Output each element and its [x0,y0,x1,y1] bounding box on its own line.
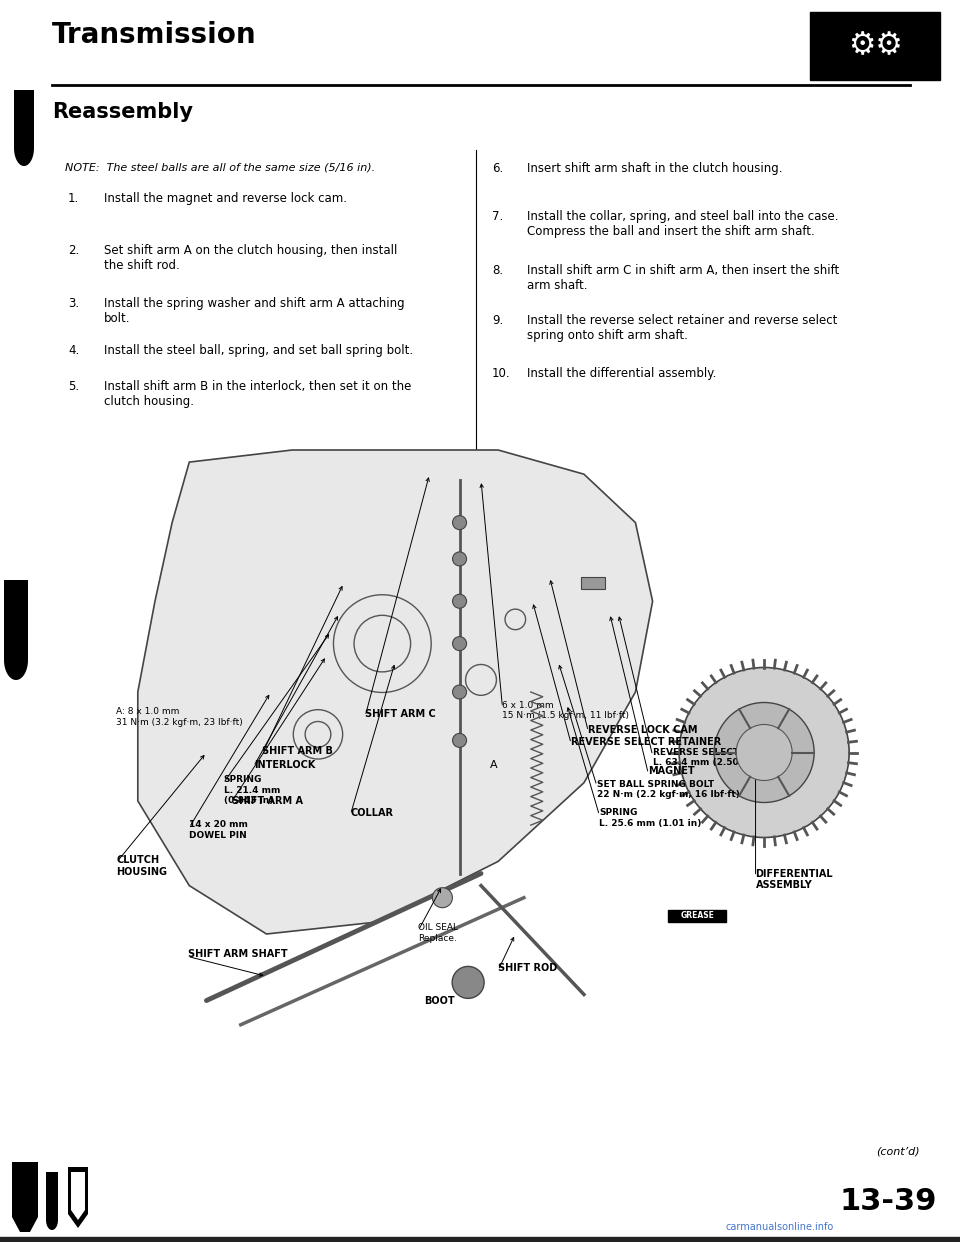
Text: Reassembly: Reassembly [52,102,193,122]
Circle shape [452,594,467,609]
Text: NOTE:  The steel balls are all of the same size (5/16 in).: NOTE: The steel balls are all of the sam… [65,161,375,171]
Text: 1.: 1. [68,193,80,205]
Text: 6 x 1.0 mm
15 N·m (1.5 kgf·m, 11 lbf·ft): 6 x 1.0 mm 15 N·m (1.5 kgf·m, 11 lbf·ft) [502,700,630,720]
Text: 9.: 9. [492,314,503,327]
Text: Install the steel ball, spring, and set ball spring bolt.: Install the steel ball, spring, and set … [104,344,413,356]
Text: REVERSE SELECT RETAINER: REVERSE SELECT RETAINER [571,738,721,748]
Polygon shape [46,1172,58,1220]
Text: BOOT: BOOT [424,996,455,1006]
Text: 7.: 7. [492,210,503,224]
Text: 14 x 20 mm
DOWEL PIN: 14 x 20 mm DOWEL PIN [189,820,248,840]
Circle shape [452,966,484,999]
Text: 13-39: 13-39 [839,1187,937,1216]
Text: REVERSE SELECT SPRING
L. 63.4 mm (2.50 in): REVERSE SELECT SPRING L. 63.4 mm (2.50 i… [653,748,780,768]
Text: Transmission: Transmission [52,21,256,48]
Text: SPRING
L. 21.4 mm
(0.843 in): SPRING L. 21.4 mm (0.843 in) [224,775,280,805]
Polygon shape [71,1172,85,1220]
Circle shape [736,724,792,780]
FancyBboxPatch shape [668,910,727,922]
Text: SHIFT ARM C: SHIFT ARM C [365,709,436,719]
Text: 4.: 4. [68,344,80,356]
Polygon shape [4,660,28,679]
Text: SHIFT ARM A: SHIFT ARM A [232,796,303,806]
Circle shape [452,733,467,748]
Circle shape [432,888,452,908]
Text: REVERSE LOCK CAM: REVERSE LOCK CAM [588,725,698,735]
Text: DIFFERENTIAL
ASSEMBLY: DIFFERENTIAL ASSEMBLY [756,868,833,891]
Circle shape [452,637,467,651]
Text: Insert shift arm shaft in the clutch housing.: Insert shift arm shaft in the clutch hou… [527,161,782,175]
Text: Install the magnet and reverse lock cam.: Install the magnet and reverse lock cam. [104,193,347,205]
FancyBboxPatch shape [581,578,605,589]
Text: A: A [490,760,497,770]
Text: Install the reverse select retainer and reverse select
spring onto shift arm sha: Install the reverse select retainer and … [527,314,837,342]
Text: Install the spring washer and shift arm A attaching
bolt.: Install the spring washer and shift arm … [104,297,404,325]
Polygon shape [14,148,34,166]
Text: SET BALL SPRING BOLT
22 N·m (2.2 kgf·m, 16 lbf·ft): SET BALL SPRING BOLT 22 N·m (2.2 kgf·m, … [597,780,740,799]
FancyBboxPatch shape [810,12,940,79]
Text: 6.: 6. [492,161,503,175]
Text: 10.: 10. [492,366,511,380]
Text: SHIFT ARM B: SHIFT ARM B [262,746,333,756]
Text: OIL SEAL
Replace.: OIL SEAL Replace. [419,923,458,943]
Polygon shape [68,1167,88,1228]
Circle shape [714,703,814,802]
Text: Set shift arm A on the clutch housing, then install
the shift rod.: Set shift arm A on the clutch housing, t… [104,243,397,272]
Polygon shape [138,450,653,934]
Circle shape [452,686,467,699]
Text: 8.: 8. [492,265,503,277]
Circle shape [452,515,467,529]
Text: GREASE: GREASE [681,912,714,920]
Text: SHIFT ROD: SHIFT ROD [498,963,558,972]
Text: COLLAR: COLLAR [350,809,394,818]
Text: SPRING
L. 25.6 mm (1.01 in): SPRING L. 25.6 mm (1.01 in) [599,809,702,827]
Polygon shape [12,1163,38,1232]
Text: Install shift arm B in the interlock, then set it on the
clutch housing.: Install shift arm B in the interlock, th… [104,380,412,409]
Text: carmanualsonline.info: carmanualsonline.info [726,1222,834,1232]
Text: A: 8 x 1.0 mm
31 N·m (3.2 kgf·m, 23 lbf·ft): A: 8 x 1.0 mm 31 N·m (3.2 kgf·m, 23 lbf·… [116,707,243,727]
Polygon shape [14,89,34,148]
Text: Install the differential assembly.: Install the differential assembly. [527,366,716,380]
Circle shape [452,551,467,566]
Text: INTERLOCK: INTERLOCK [253,760,315,770]
Text: ⚙⚙: ⚙⚙ [848,31,902,61]
Text: CLUTCH
HOUSING: CLUTCH HOUSING [116,856,167,877]
Text: Install the collar, spring, and steel ball into the case.
Compress the ball and : Install the collar, spring, and steel ba… [527,210,838,238]
Text: 2.: 2. [68,243,80,257]
Text: Install shift arm C in shift arm A, then insert the shift
arm shaft.: Install shift arm C in shift arm A, then… [527,265,839,292]
Text: 3.: 3. [68,297,79,310]
Circle shape [679,667,850,837]
Polygon shape [4,580,28,660]
Text: 5.: 5. [68,380,79,392]
Text: (cont’d): (cont’d) [876,1148,920,1158]
Polygon shape [46,1220,58,1230]
Text: SHIFT ARM SHAFT: SHIFT ARM SHAFT [187,949,287,959]
Text: MAGNET: MAGNET [648,766,695,776]
